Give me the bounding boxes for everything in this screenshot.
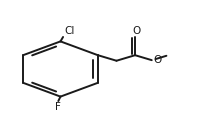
Text: F: F [55,102,61,112]
Text: O: O [132,26,140,36]
Text: Cl: Cl [64,26,75,36]
Text: O: O [153,55,161,65]
